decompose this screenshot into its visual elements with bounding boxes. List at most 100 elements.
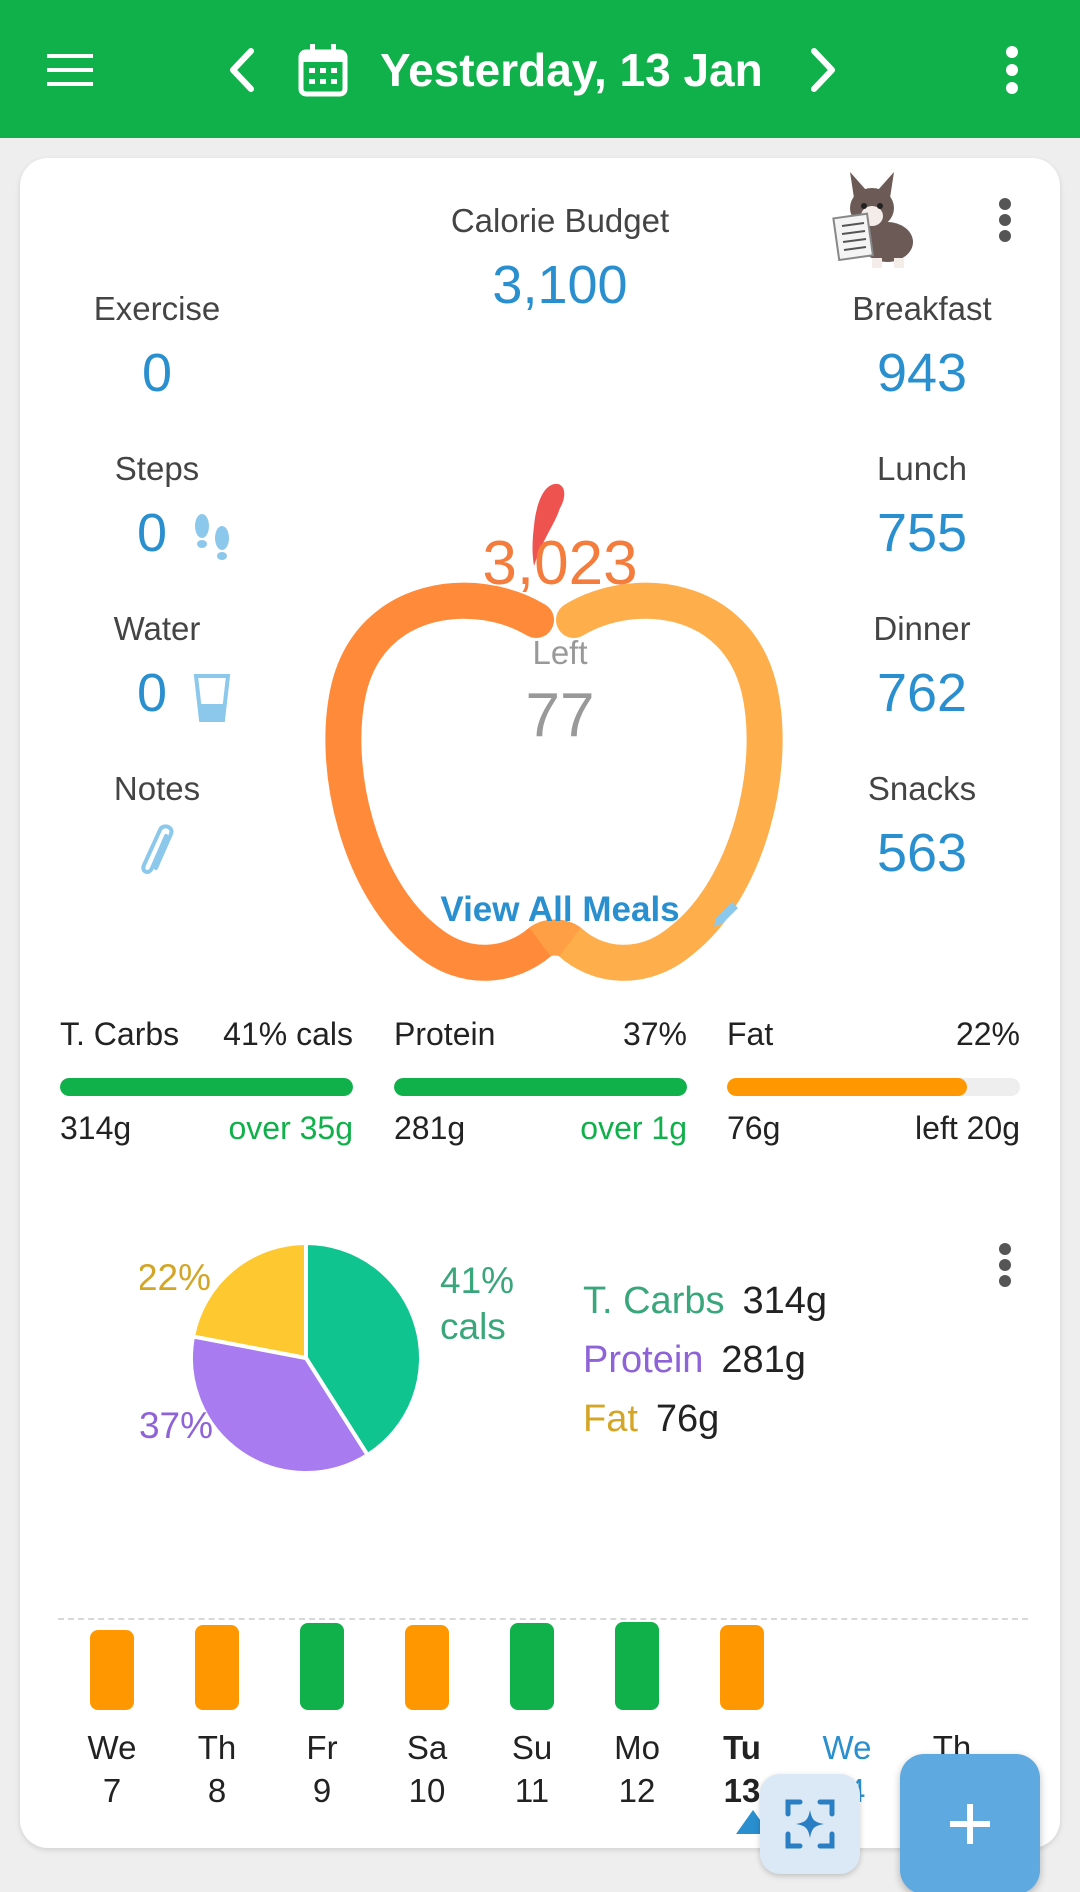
- day-label[interactable]: Su 11: [487, 1726, 577, 1812]
- exercise-value[interactable]: 0: [141, 343, 173, 403]
- day-name: Sa: [406, 1729, 448, 1766]
- legend-value: 281g: [721, 1339, 806, 1381]
- legend-name: Protein: [583, 1339, 704, 1381]
- chevron-left-icon[interactable]: [203, 30, 283, 110]
- water-label: Water: [113, 610, 201, 647]
- calorie-budget-label: Calorie Budget: [450, 202, 670, 239]
- day-label[interactable]: Mo 12: [592, 1726, 682, 1812]
- steps-value[interactable]: 0: [137, 503, 168, 563]
- macro-status: left 20g: [915, 1110, 1020, 1146]
- view-all-meals-link[interactable]: View All Meals: [440, 890, 680, 929]
- snacks-value[interactable]: 563: [876, 823, 968, 883]
- day-label[interactable]: We 7: [67, 1726, 157, 1812]
- calendar-icon[interactable]: [283, 30, 363, 110]
- chevron-right-icon[interactable]: [782, 30, 862, 110]
- snacks-label: Snacks: [867, 770, 977, 807]
- dinner-value[interactable]: 762: [876, 663, 968, 723]
- weekly-target-line: [58, 1618, 1028, 1620]
- legend-value: 314g: [742, 1280, 828, 1322]
- card-more-vert-icon[interactable]: [990, 198, 1020, 258]
- day-name: Mo: [614, 1729, 660, 1766]
- breakfast-label: Breakfast: [852, 290, 992, 327]
- pencil-icon[interactable]: [708, 896, 744, 932]
- legend-name: T. Carbs: [583, 1280, 725, 1322]
- day-calorie-bar[interactable]: [300, 1623, 344, 1710]
- macro-pie-chart: 41% cals 37% 22%: [137, 1228, 560, 1488]
- calories-eaten-value: 3,023: [482, 529, 638, 598]
- more-vert-icon[interactable]: [972, 30, 1052, 110]
- pie-svg: 41% cals 37% 22%: [137, 1240, 514, 1475]
- pie-more-vert-icon[interactable]: [990, 1243, 1020, 1293]
- day-number: 11: [514, 1772, 550, 1809]
- day-name: Th: [197, 1729, 237, 1766]
- day-label[interactable]: Th 8: [172, 1726, 262, 1812]
- macro-progress-bar: [727, 1078, 1020, 1096]
- pie-slice-fat: [190, 1240, 308, 1361]
- macro-percent: 22%: [955, 1016, 1020, 1052]
- top-app-bar: Yesterday, 13 Jan: [0, 0, 1080, 138]
- notes-label: Notes: [113, 770, 201, 807]
- day-number: 13: [723, 1772, 761, 1809]
- ai-scan-icon: [785, 1799, 835, 1849]
- day-label[interactable]: Sa 10: [382, 1726, 472, 1812]
- day-number: 7: [102, 1772, 122, 1809]
- day-name: Su: [511, 1729, 553, 1766]
- day-name: Fr: [306, 1729, 338, 1766]
- macro-name: Protein: [394, 1016, 496, 1052]
- left-value: 77: [525, 681, 595, 750]
- macro-progress-bar: [394, 1078, 687, 1096]
- summary-card: Calorie Budget 3,100 3,023 Left 77 Exerc…: [20, 158, 1060, 1848]
- pie-legend-item: Protein 281g: [583, 1339, 827, 1398]
- macro-progress-fill: [727, 1078, 968, 1096]
- day-name: We: [822, 1729, 872, 1766]
- day-name: Tu: [723, 1729, 761, 1766]
- pie-slice-label: 22%: [140, 1257, 211, 1298]
- plus-icon: [950, 1804, 990, 1844]
- pie-legend-item: T. Carbs 314g: [583, 1280, 827, 1339]
- macro-status: over 35g: [228, 1110, 353, 1146]
- macro-grams: 314g: [60, 1110, 132, 1146]
- macro-percent: 41% cals: [223, 1016, 353, 1052]
- day-label[interactable]: Fr 9: [277, 1726, 367, 1812]
- pie-slice-label: 41% cals: [440, 1260, 514, 1347]
- day-calorie-bar[interactable]: [90, 1630, 134, 1710]
- macro-grams: 281g: [394, 1110, 466, 1146]
- day-number: 12: [618, 1772, 656, 1809]
- legend-name: Fat: [583, 1398, 638, 1440]
- macro-name: Fat: [727, 1016, 774, 1052]
- water-glass-icon: [190, 672, 234, 724]
- day-calorie-bar[interactable]: [720, 1625, 764, 1710]
- day-calorie-bar[interactable]: [510, 1623, 554, 1710]
- lunch-label: Lunch: [877, 450, 967, 487]
- footsteps-icon: [190, 508, 234, 568]
- macro-progress-fill: [394, 1078, 687, 1096]
- pie-slice-protein: [189, 1334, 371, 1475]
- add-button[interactable]: [900, 1754, 1040, 1892]
- left-label: Left: [532, 634, 588, 671]
- water-value[interactable]: 0: [137, 663, 168, 723]
- macro-status: over 1g: [580, 1110, 687, 1146]
- day-calorie-bar[interactable]: [195, 1625, 239, 1710]
- calorie-budget-value[interactable]: 3,100: [492, 255, 628, 315]
- day-number: 10: [408, 1772, 446, 1809]
- pie-slice-label: 37%: [140, 1405, 213, 1446]
- date-title[interactable]: Yesterday, 13 Jan: [380, 44, 763, 96]
- day-calorie-bar[interactable]: [405, 1625, 449, 1710]
- day-number: 9: [312, 1772, 332, 1809]
- day-label[interactable]: Tu 13: [697, 1726, 787, 1812]
- lunch-value[interactable]: 755: [876, 503, 968, 563]
- breakfast-value[interactable]: 943: [876, 343, 968, 403]
- macro-progress-bar: [60, 1078, 353, 1096]
- ai-scan-button[interactable]: [760, 1774, 860, 1874]
- dog-mascot-icon: [832, 170, 922, 270]
- macro-progress-fill: [60, 1078, 353, 1096]
- day-number: 8: [207, 1772, 227, 1809]
- menu-icon[interactable]: [30, 30, 110, 110]
- legend-value: 76g: [655, 1398, 720, 1440]
- macro-name: T. Carbs: [60, 1016, 180, 1052]
- dinner-label: Dinner: [873, 610, 971, 647]
- paperclip-icon[interactable]: [138, 822, 178, 882]
- day-calorie-bar[interactable]: [615, 1622, 659, 1710]
- macro-percent: 37%: [622, 1016, 687, 1052]
- apple-ring: [316, 358, 796, 1008]
